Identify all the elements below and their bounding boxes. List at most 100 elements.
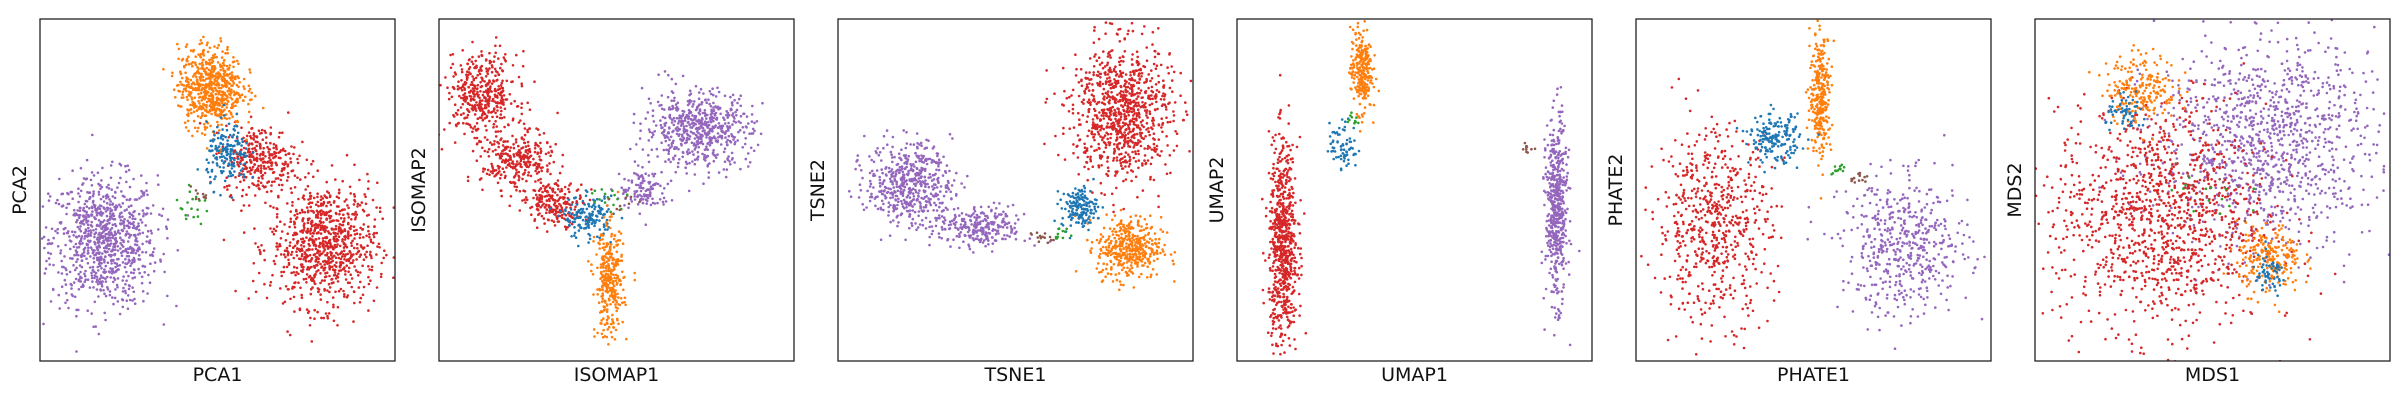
data-point [228,72,232,76]
data-point [228,184,231,187]
data-point [272,259,276,263]
data-point [449,66,453,70]
data-point [751,127,755,131]
data-point [725,110,728,113]
data-point [222,93,225,96]
data-point [293,186,297,189]
data-point [713,136,716,140]
data-point [261,138,265,141]
data-point [347,266,351,270]
data-point [106,288,110,291]
data-point [140,174,143,177]
data-point [133,260,136,264]
data-point [124,262,127,265]
data-point [181,93,184,96]
data-point [137,267,140,271]
data-point [293,146,296,149]
data-point [67,230,70,233]
data-point [556,183,559,187]
data-point [290,250,294,254]
data-point [79,166,83,170]
data-point [108,221,111,225]
data-point [85,205,89,208]
data-point [540,197,544,200]
data-point [342,246,346,249]
data-point [735,108,739,112]
data-point [522,138,525,141]
data-point [363,193,367,196]
data-point [518,162,521,165]
data-point [87,371,90,374]
data-point [601,238,604,241]
data-point [515,164,518,167]
data-point [220,97,224,100]
data-point [717,171,721,174]
data-point [108,290,112,293]
data-point [495,115,499,118]
data-point [204,104,208,107]
data-point [179,70,182,73]
data-point [358,178,361,182]
data-point [602,305,606,308]
data-point [624,188,627,192]
data-point [671,104,674,108]
data-point [235,151,238,154]
data-point [716,105,720,109]
data-point [617,296,620,299]
data-point [541,190,544,194]
data-point [639,197,643,201]
data-point [688,110,692,113]
data-point [319,272,322,275]
data-point [708,116,712,120]
data-point [612,245,616,249]
data-point [670,199,674,202]
data-point [93,232,96,236]
data-point [693,148,697,151]
data-point [194,63,198,67]
data-point [611,258,615,262]
data-point [487,111,490,114]
data-point [670,77,674,81]
data-point [678,116,682,120]
data-point [336,232,340,236]
data-point [647,97,651,101]
data-point [464,116,467,120]
data-point [613,234,616,237]
data-point [500,62,503,66]
data-point [198,62,202,66]
data-point [553,224,557,227]
data-point [750,132,753,135]
data-point [353,229,356,233]
data-point [311,210,315,213]
data-point [104,294,108,298]
data-point [177,104,180,107]
data-point [620,253,623,257]
data-point [462,112,465,115]
data-point [91,201,95,204]
data-point [124,257,127,261]
data-point [476,73,479,77]
data-point [479,81,482,84]
data-point [728,139,732,143]
data-point [229,76,232,79]
data-point [723,132,727,136]
data-point [350,218,353,221]
data-point [267,165,270,169]
data-point [268,167,272,171]
data-point [584,220,588,223]
data-point [249,160,253,163]
data-point [213,101,217,104]
data-point [369,240,373,244]
data-point [300,296,304,300]
data-point [97,190,101,194]
data-point [132,177,135,181]
data-point [516,104,520,108]
data-point [223,186,226,189]
data-point [620,186,623,189]
data-point [188,190,192,193]
data-point [682,137,685,141]
data-point [88,191,92,194]
data-point [501,159,505,162]
data-point [639,181,643,185]
data-point [301,270,304,274]
